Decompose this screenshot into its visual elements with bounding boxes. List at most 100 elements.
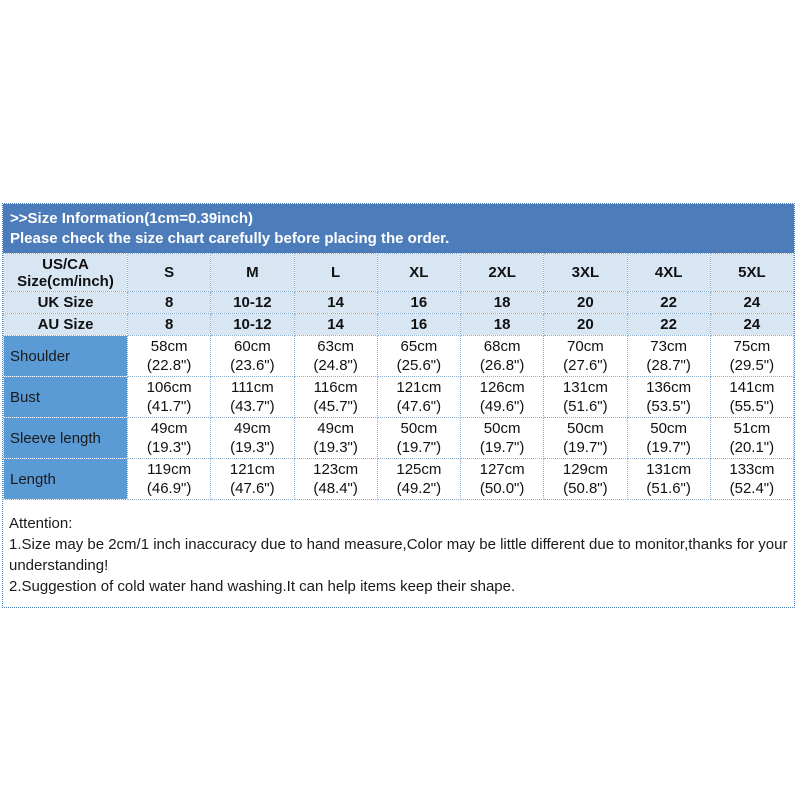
cm-value: 133cm — [729, 461, 775, 478]
inch-value: (19.3") — [313, 439, 358, 456]
inch-value: (51.6") — [646, 480, 691, 497]
measure-cell: 63cm (24.8") — [293, 335, 378, 377]
inch-value: (51.6") — [563, 398, 608, 415]
inch-value: (48.4") — [313, 480, 358, 497]
uk-size-value: 22 — [626, 291, 711, 314]
cm-value: 58cm — [150, 338, 188, 355]
measure-cell: 51cm (20.1") — [709, 417, 795, 459]
au-size-value: 22 — [626, 313, 711, 336]
cm-value: 49cm — [150, 420, 188, 437]
measure-cell: 131cm (51.6") — [543, 376, 628, 418]
cm-value: 50cm — [567, 420, 604, 437]
inch-value: (27.6") — [563, 357, 608, 374]
size-column-header: 4XL — [626, 253, 711, 292]
measure-cell: 50cm (19.7") — [626, 417, 711, 459]
inch-value: (29.5") — [729, 357, 775, 374]
attention-note-1: 1.Size may be 2cm/1 inch inaccuracy due … — [9, 536, 788, 574]
inch-value: (45.7") — [313, 398, 358, 415]
cm-value: 63cm — [317, 338, 354, 355]
size-column-header: S — [126, 253, 212, 292]
inch-value: (19.3") — [146, 439, 192, 456]
uk-size-value: 18 — [459, 291, 545, 314]
table-row-sleeve-length: Sleeve length 49cm (19.3") 49cm (19.3") 49… — [3, 417, 795, 459]
inch-value: (19.7") — [646, 439, 691, 456]
cm-value: 49cm — [317, 420, 354, 437]
cm-value: 73cm — [650, 338, 687, 355]
inch-value: (50.8") — [563, 480, 608, 497]
table-row-bust: Bust 106cm (41.7") 111cm (43.7") 116cm (45.… — [3, 376, 795, 418]
table-row-au-size: AU Size 8 10-12 14 16 18 20 22 24 — [3, 313, 795, 336]
measure-cell: 58cm (22.8") — [126, 335, 212, 377]
size-info-panel: >>Size Information(1cm=0.39inch) Please … — [2, 203, 795, 608]
uk-size-value: 8 — [126, 291, 212, 314]
cm-value: 141cm — [729, 379, 775, 396]
inch-value: (28.7") — [646, 357, 691, 374]
inch-value: (19.7") — [563, 439, 608, 456]
au-size-value: 20 — [543, 313, 628, 336]
measure-cell: 50cm (19.7") — [376, 417, 462, 459]
inch-value: (49.2") — [396, 480, 442, 497]
cm-value: 123cm — [313, 461, 359, 478]
cm-value: 65cm — [400, 338, 438, 355]
measure-cell: 131cm (51.6") — [626, 458, 711, 500]
measure-cell: 65cm (25.6") — [376, 335, 462, 377]
cm-value: 126cm — [479, 379, 525, 396]
cm-value: 121cm — [229, 461, 275, 478]
au-size-value: 24 — [709, 313, 795, 336]
inch-value: (43.7") — [230, 398, 275, 415]
table-row-shoulder: Shoulder 58cm (22.8") 60cm (23.6") 63cm (24… — [3, 335, 795, 377]
measure-label-bust: Bust — [3, 376, 128, 418]
measure-cell: 126cm (49.6") — [459, 376, 545, 418]
cm-value: 68cm — [483, 338, 521, 355]
measure-cell: 111cm (43.7") — [210, 376, 295, 418]
measure-cell: 49cm (19.3") — [293, 417, 378, 459]
measure-cell: 75cm (29.5") — [709, 335, 795, 377]
table-row-length: Length 119cm (46.9") 121cm (47.6") 123cm (4… — [3, 458, 795, 500]
measure-cell: 125cm (49.2") — [376, 458, 462, 500]
measure-cell: 119cm (46.9") — [126, 458, 212, 500]
measure-cell: 106cm (41.7") — [126, 376, 212, 418]
corner-header-cell: US/CA Size(cm/inch) — [3, 253, 128, 292]
cm-value: 50cm — [650, 420, 687, 437]
cm-value: 70cm — [567, 338, 604, 355]
uk-size-value: 20 — [543, 291, 628, 314]
measure-cell: 50cm (19.7") — [543, 417, 628, 459]
measure-cell: 136cm (53.5") — [626, 376, 711, 418]
measure-cell: 49cm (19.3") — [126, 417, 212, 459]
size-column-header: M — [210, 253, 295, 292]
inch-value: (25.6") — [396, 357, 442, 374]
inch-value: (23.6") — [230, 357, 275, 374]
inch-value: (46.9") — [146, 480, 192, 497]
measure-cell: 60cm (23.6") — [210, 335, 295, 377]
measure-label-sleeve-length: Sleeve length — [3, 417, 128, 459]
measure-cell: 49cm (19.3") — [210, 417, 295, 459]
cm-value: 131cm — [646, 461, 692, 478]
measure-cell: 73cm (28.7") — [626, 335, 711, 377]
au-size-value: 8 — [126, 313, 212, 336]
row-header-uk: UK Size — [3, 291, 128, 314]
inch-value: (47.6") — [396, 398, 442, 415]
inch-value: (19.7") — [396, 439, 442, 456]
measure-cell: 116cm (45.7") — [293, 376, 378, 418]
row-header-au: AU Size — [3, 313, 128, 336]
cm-value: 50cm — [400, 420, 438, 437]
attention-note-2: 2.Suggestion of cold water hand washing.… — [9, 578, 516, 595]
corner-header-line1: US/CA — [42, 255, 89, 273]
attention-title: Attention: — [9, 515, 73, 532]
inch-value: (50.0") — [479, 480, 525, 497]
size-column-header: 5XL — [709, 253, 795, 292]
au-size-value: 16 — [376, 313, 462, 336]
size-column-header: XL — [376, 253, 462, 292]
cm-value: 129cm — [562, 461, 608, 478]
size-column-header: L — [293, 253, 378, 292]
size-column-header: 2XL — [459, 253, 545, 292]
uk-size-value: 14 — [293, 291, 378, 314]
inch-value: (53.5") — [646, 398, 691, 415]
measure-cell: 70cm (27.6") — [543, 335, 628, 377]
cm-value: 51cm — [733, 420, 771, 437]
uk-size-value: 24 — [709, 291, 795, 314]
au-size-value: 18 — [459, 313, 545, 336]
inch-value: (47.6") — [230, 480, 275, 497]
cm-value: 119cm — [147, 461, 192, 478]
cm-value: 111cm — [230, 379, 274, 396]
